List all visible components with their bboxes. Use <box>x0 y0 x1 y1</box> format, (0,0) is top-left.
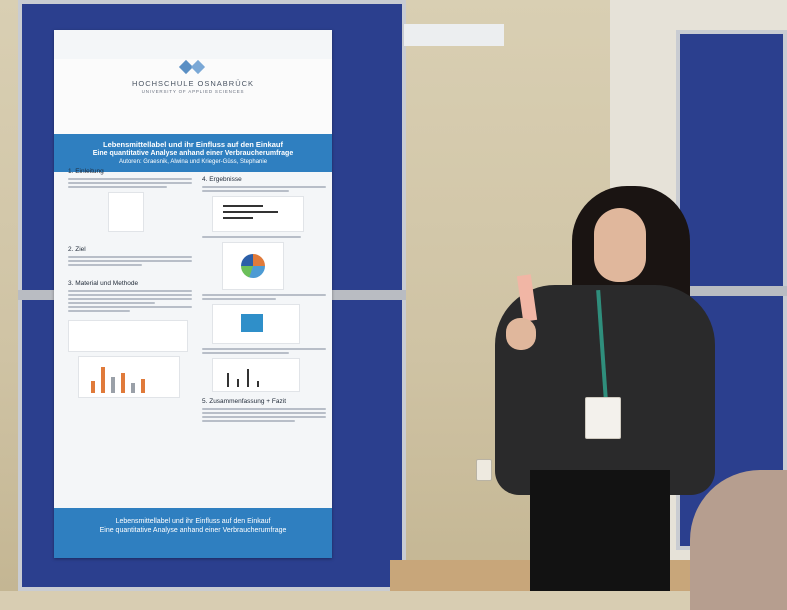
board-top-bracket <box>404 24 504 46</box>
university-logo <box>178 59 206 75</box>
pie-chart-figure <box>222 242 284 290</box>
poster-header: HOCHSCHULE OSNABRÜCK UNIVERSITY OF APPLI… <box>54 59 332 134</box>
poster-right-column: 4. Ergebnisse 5. Zusammenfassung + Fazit <box>202 170 326 424</box>
table-figure <box>68 320 188 352</box>
heatmap-figure <box>212 304 300 344</box>
board-rail-right <box>676 286 787 296</box>
foreground-shoulder <box>690 470 787 610</box>
map-figure <box>108 192 144 232</box>
wall-socket <box>476 459 492 481</box>
bar-chart-figure <box>78 356 180 398</box>
poster-footer: Lebensmittellabel und ihr Einfluss auf d… <box>54 508 332 558</box>
footer-subtitle: Eine quantitative Analyse anhand einer V… <box>99 527 287 534</box>
poster-title-band: Lebensmittellabel und ihr Einfluss auf d… <box>54 134 332 172</box>
footer-title: Lebensmittellabel und ihr Einfluss auf d… <box>115 518 271 525</box>
presenter-face <box>594 208 646 282</box>
section-heading: 5. Zusammenfassung + Fazit <box>202 398 286 405</box>
section-heading: 4. Ergebnisse <box>202 176 242 183</box>
university-name: HOCHSCHULE OSNABRÜCK <box>131 79 255 88</box>
section-heading: 2. Ziel <box>68 246 86 253</box>
poster-authors: Autoren: Graesnik, Alwina und Krieger-Gü… <box>118 159 268 165</box>
section-heading: 3. Material und Methode <box>68 280 139 287</box>
poster-title: Lebensmittellabel und ihr Einfluss auf d… <box>102 140 284 149</box>
research-poster: HOCHSCHULE OSNABRÜCK UNIVERSITY OF APPLI… <box>54 30 332 558</box>
presenter-trousers <box>530 470 670 591</box>
section-heading: 1. Einleitung <box>68 168 104 175</box>
poster-subtitle: Eine quantitative Analyse anhand einer V… <box>92 150 294 157</box>
name-badge <box>585 397 621 439</box>
poster-left-column: 1. Einleitung 2. Ziel 3. Material und Me… <box>68 162 192 402</box>
university-subtitle: UNIVERSITY OF APPLIED SCIENCES <box>141 89 245 94</box>
presenter-hand <box>506 318 536 350</box>
histogram-figure <box>212 358 300 392</box>
results-bar-figure <box>212 196 304 232</box>
